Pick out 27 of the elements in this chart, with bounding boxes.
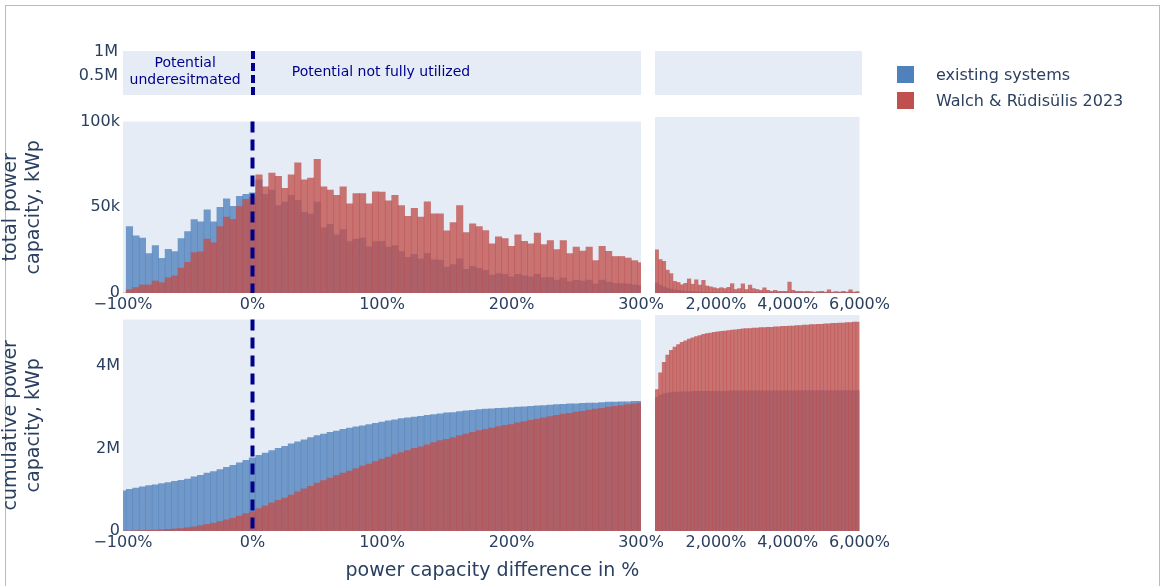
y-axis-title: cumulative power capacity, kWp — [0, 339, 44, 511]
x-tick-label: 0% — [239, 293, 266, 313]
x-tick-label: 2,000% — [685, 293, 747, 313]
y-tick-label: 4M — [96, 355, 120, 374]
y-axis-title: total power capacity, kWp — [0, 140, 44, 275]
x-tick-label: 300% — [618, 293, 664, 313]
x-tick-label: 2,000% — [685, 531, 747, 551]
x-tick-label: 4,000% — [757, 531, 819, 551]
legend-label: Walch & Rüdisülis 2023 — [936, 90, 1124, 110]
y-tick-label: 50k — [90, 196, 121, 216]
text: Potential not fully utilized — [291, 62, 471, 79]
x-tick-label: 300% — [618, 531, 664, 551]
y-tick-label: 100k — [80, 110, 121, 130]
text: 0.5M — [78, 64, 118, 84]
x-tick-label: 6,000% — [828, 293, 890, 313]
legend-label: existing systems — [936, 64, 1071, 84]
x-axis-title: power capacity difference in % — [344, 558, 641, 580]
x-tick-label: 4,000% — [757, 293, 819, 313]
x-tick-label: 0% — [239, 531, 266, 551]
text: 1M — [94, 41, 118, 61]
x-tick-label: 200% — [488, 293, 535, 313]
x-tick-label: 6,000% — [828, 531, 890, 551]
x-tick-label: 100% — [359, 293, 405, 313]
text: Potential underesitmated — [129, 54, 241, 88]
y-tick-label: 2M — [96, 437, 120, 457]
x-tick-label: 100% — [359, 531, 405, 551]
x-tick-label: 200% — [488, 531, 535, 551]
